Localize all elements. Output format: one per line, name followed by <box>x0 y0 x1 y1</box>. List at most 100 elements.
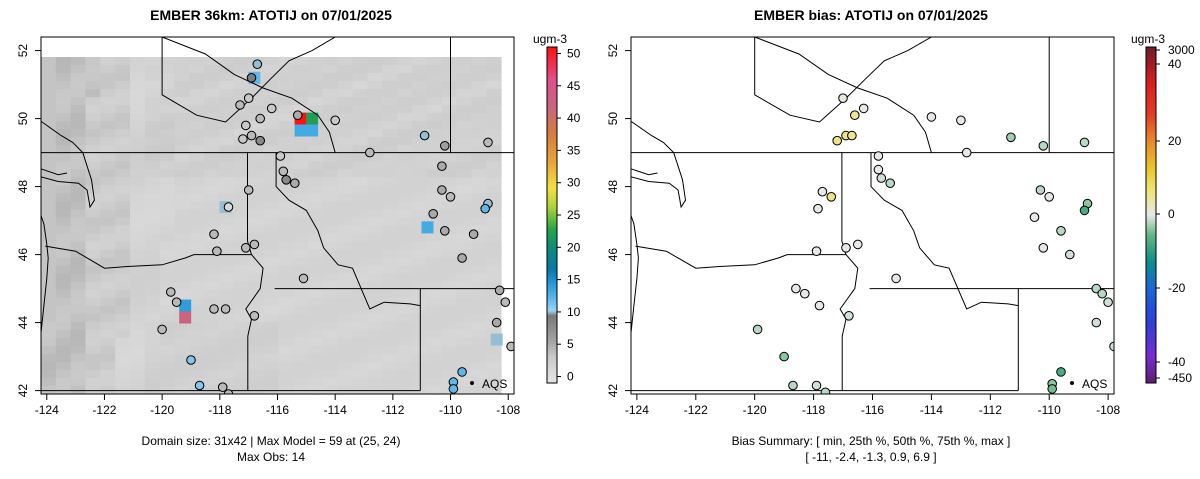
model-grid-cell <box>130 73 146 82</box>
model-grid-cell <box>486 169 502 178</box>
model-grid-cell <box>41 65 57 74</box>
model-grid-cell <box>85 297 101 307</box>
model-grid-cell <box>159 129 176 138</box>
model-grid-cell <box>55 137 72 146</box>
model-grid-cell <box>486 113 502 122</box>
model-grid-cell <box>367 145 383 154</box>
model-grid-cell <box>367 369 383 379</box>
model-grid-cell <box>174 249 190 259</box>
model-grid-cell <box>382 241 398 251</box>
model-grid-cell <box>85 81 101 90</box>
model-grid-cell <box>263 81 280 90</box>
model-grid-cell <box>233 265 250 275</box>
model-grid-cell <box>456 177 472 186</box>
model-grid-cell <box>278 345 294 355</box>
model-grid-cell <box>41 97 57 106</box>
model-grid-cell <box>219 321 235 331</box>
model-grid-cell <box>441 177 458 186</box>
colorbar-tick-label: 3000 <box>1168 43 1195 57</box>
model-grid-cell <box>486 57 502 66</box>
model-grid-cell <box>441 289 458 299</box>
model-grid-cell <box>397 169 413 178</box>
model-grid-cell <box>263 153 280 162</box>
station-point <box>249 311 260 321</box>
model-grid-cell <box>426 289 443 299</box>
model-grid-cell <box>367 129 383 138</box>
model-grid-cell <box>55 313 72 323</box>
station-point <box>278 166 289 177</box>
model-grid-cell <box>55 73 72 82</box>
bias-station-point <box>779 351 789 362</box>
model-grid-cell <box>263 345 280 355</box>
model-grid-cell <box>233 169 250 178</box>
model-grid-cell <box>263 385 280 394</box>
station-point <box>243 93 254 103</box>
geo-boundary <box>275 152 421 310</box>
model-grid-cell <box>337 281 354 291</box>
model-grid-cell <box>352 153 369 162</box>
model-grid-cell <box>352 145 369 154</box>
model-grid-cell <box>382 297 398 307</box>
model-grid-cell <box>263 73 280 82</box>
model-grid-cell <box>471 73 487 82</box>
model-grid-cell <box>204 177 220 186</box>
model-grid-cell <box>471 169 487 178</box>
model-grid-cell <box>144 73 161 82</box>
model-grid-cell <box>382 65 398 74</box>
model-grid-cell <box>100 369 116 379</box>
model-grid-cell <box>382 345 398 355</box>
model-grid-cell <box>322 289 339 299</box>
model-grid-cell <box>85 153 101 162</box>
bias-station-point <box>1079 137 1090 148</box>
model-grid-cell <box>397 65 413 74</box>
model-grid-cell <box>144 137 161 146</box>
model-grid-cell <box>41 241 57 251</box>
model-grid-cell <box>411 185 428 194</box>
model-grid-cell <box>130 289 146 299</box>
model-grid-cell <box>159 369 176 379</box>
x-tick-label: -116 <box>266 403 289 417</box>
model-grid-cell <box>144 337 161 347</box>
model-grid-cell <box>308 313 324 323</box>
model-grid-cell <box>411 297 428 307</box>
model-grid-cell <box>174 81 190 90</box>
bias-panel: EMBER bias: ATOTIJ on 07/01/2025 -124 -12… <box>606 7 1195 464</box>
model-grid-cell <box>397 273 413 283</box>
station-point <box>241 243 251 253</box>
model-grid-cell <box>219 281 235 291</box>
model-grid-cell <box>70 377 87 387</box>
model-grid-cell <box>337 385 354 394</box>
model-grid-cell <box>100 233 116 243</box>
model-grid-cell <box>293 353 309 363</box>
model-grid-cell <box>382 185 398 194</box>
model-grid-cell <box>426 369 443 379</box>
model-grid-cell <box>308 73 324 82</box>
model-grid-cell <box>70 337 87 347</box>
model-grid-cell <box>70 369 87 379</box>
model-grid-cell <box>397 241 413 251</box>
model-grid-cell <box>130 233 146 243</box>
model-grid-cell <box>263 121 280 130</box>
model-grid-cell <box>100 145 116 154</box>
model-grid-cell <box>70 361 87 371</box>
model-grid-cell <box>174 361 190 371</box>
colorbar-tick-label: 10 <box>567 305 581 319</box>
model-grid-cell <box>352 249 369 259</box>
model-grid-cell <box>293 57 309 66</box>
station-point <box>445 192 456 202</box>
model-grid-cell <box>456 201 472 211</box>
model-grid-cell <box>41 177 57 186</box>
model-grid-cell <box>189 385 205 394</box>
model-grid-cell <box>100 105 116 114</box>
model-grid-cell <box>337 129 354 138</box>
model-grid-cell <box>55 377 72 387</box>
model-grid-cell <box>174 329 190 339</box>
model-grid-cell <box>55 345 72 355</box>
model-grid-cell <box>85 73 101 82</box>
model-grid-cell <box>293 65 309 74</box>
model-grid-cell <box>100 161 116 170</box>
model-grid-cell <box>159 257 176 267</box>
model-grid-cell <box>70 65 87 74</box>
model-grid-cell <box>322 169 339 178</box>
model-grid-cell <box>41 105 57 114</box>
